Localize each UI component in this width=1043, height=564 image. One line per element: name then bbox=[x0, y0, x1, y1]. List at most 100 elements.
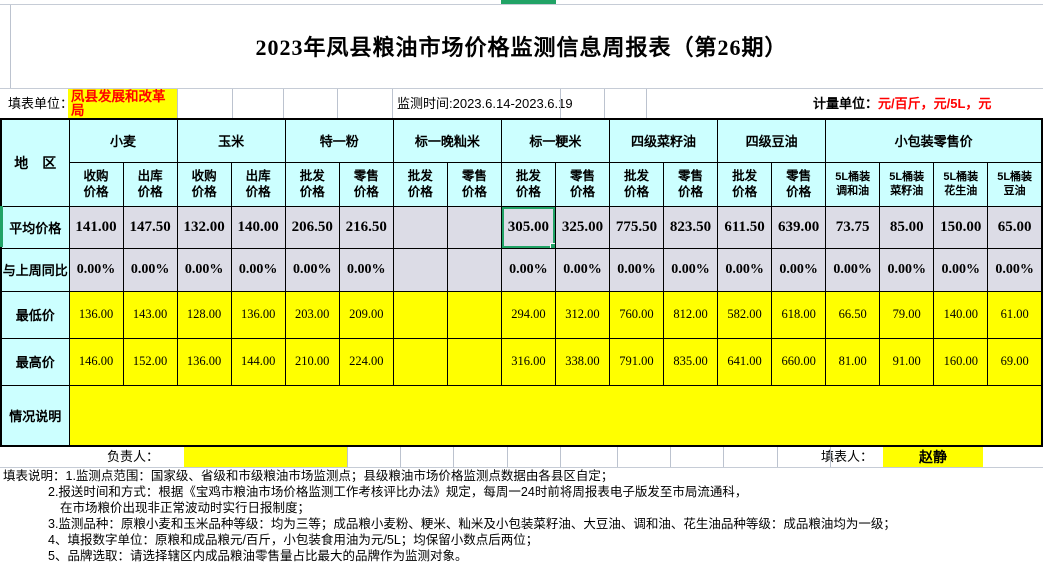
cell-avg-8[interactable] bbox=[446, 205, 502, 249]
cell-avg-11[interactable]: 775.50 bbox=[608, 205, 665, 249]
cell-min-4[interactable]: 136.00 bbox=[230, 290, 286, 339]
cell-max-12[interactable]: 835.00 bbox=[663, 337, 719, 386]
cell-min-3[interactable]: 128.00 bbox=[176, 290, 232, 339]
cell-avg-5[interactable]: 206.50 bbox=[284, 205, 340, 249]
cell-wow-17[interactable]: 0.00% bbox=[933, 247, 989, 292]
cell-avg-16[interactable]: 85.00 bbox=[879, 205, 935, 249]
cell-avg-3[interactable]: 132.00 bbox=[176, 205, 232, 249]
cell-max-7[interactable] bbox=[392, 337, 448, 386]
manager-label: 负责人： bbox=[107, 449, 160, 464]
cell-min-14[interactable]: 618.00 bbox=[771, 290, 827, 339]
form-notes: 填表说明：1.监测点范围：国家级、省级和市级粮油市场监测点；县级粮油市场价格监测… bbox=[3, 468, 1041, 564]
cell-wow-15[interactable]: 0.00% bbox=[825, 247, 881, 292]
cell-wow-11[interactable]: 0.00% bbox=[608, 247, 665, 292]
cell-avg-17[interactable]: 150.00 bbox=[933, 205, 989, 249]
gridline bbox=[10, 5, 11, 88]
measure-unit-label: 计量单位： bbox=[813, 96, 879, 111]
cell-min-11[interactable]: 760.00 bbox=[608, 290, 665, 339]
cell-wow-1[interactable]: 0.00% bbox=[68, 247, 124, 292]
cell-min-7[interactable] bbox=[392, 290, 448, 339]
column-subheader: 零售 价格 bbox=[554, 161, 610, 207]
cell-max-2[interactable]: 152.00 bbox=[122, 337, 178, 386]
cell-avg-1[interactable]: 141.00 bbox=[68, 205, 124, 249]
cell-avg-14[interactable]: 639.00 bbox=[771, 205, 827, 249]
sheet-top-edge bbox=[0, 0, 1043, 5]
cell-max-3[interactable]: 136.00 bbox=[176, 337, 232, 386]
gridline bbox=[347, 447, 348, 467]
filler-name-cell[interactable]: 赵静 bbox=[883, 447, 983, 467]
cell-max-9[interactable]: 316.00 bbox=[500, 337, 556, 386]
gridline bbox=[507, 447, 508, 467]
cell-min-10[interactable]: 312.00 bbox=[554, 290, 610, 339]
cell-min-16[interactable]: 79.00 bbox=[879, 290, 935, 339]
note-line: 5、品牌选取：请选择辖区内成品粮油零售量占比最大的品牌作为监测对象。 bbox=[48, 549, 468, 563]
cell-min-18[interactable]: 61.00 bbox=[987, 290, 1043, 339]
cell-avg-6[interactable]: 216.50 bbox=[338, 205, 394, 249]
cell-wow-16[interactable]: 0.00% bbox=[879, 247, 935, 292]
cell-min-6[interactable]: 209.00 bbox=[338, 290, 394, 339]
measure-unit-value: 元/百斤，元/5L，元 bbox=[878, 96, 992, 111]
cell-wow-10[interactable]: 0.00% bbox=[554, 247, 610, 292]
cell-avg-12[interactable]: 823.50 bbox=[663, 205, 719, 249]
cell-min-2[interactable]: 143.00 bbox=[122, 290, 178, 339]
column-subheader: 出库 价格 bbox=[230, 161, 286, 207]
row-label-avg: 平均价格 bbox=[0, 205, 70, 249]
gridline bbox=[400, 447, 401, 467]
gridline bbox=[283, 89, 284, 119]
cell-max-8[interactable] bbox=[446, 337, 502, 386]
cell-avg-2[interactable]: 147.50 bbox=[122, 205, 178, 249]
cell-min-5[interactable]: 203.00 bbox=[284, 290, 340, 339]
region-header: 地 区 bbox=[0, 118, 70, 207]
form-unit-label: 填表单位： bbox=[8, 96, 74, 111]
report-title: 2023年凤县粮油市场价格监测信息周报表（第26期） bbox=[255, 35, 788, 60]
column-subheader: 5L桶装 调和油 bbox=[825, 161, 881, 207]
cell-max-6[interactable]: 224.00 bbox=[338, 337, 394, 386]
form-unit-value[interactable]: 凤县发展和改革局 bbox=[68, 89, 177, 119]
cell-wow-4[interactable]: 0.00% bbox=[230, 247, 286, 292]
cell-wow-7[interactable] bbox=[392, 247, 448, 292]
cell-wow-8[interactable] bbox=[446, 247, 502, 292]
cell-max-11[interactable]: 791.00 bbox=[608, 337, 665, 386]
cell-wow-6[interactable]: 0.00% bbox=[338, 247, 394, 292]
cell-avg-15[interactable]: 73.75 bbox=[825, 205, 881, 249]
cell-min-12[interactable]: 812.00 bbox=[663, 290, 719, 339]
cell-max-15[interactable]: 81.00 bbox=[825, 337, 881, 386]
cell-max-13[interactable]: 641.00 bbox=[717, 337, 773, 386]
cell-wow-14[interactable]: 0.00% bbox=[771, 247, 827, 292]
cell-max-1[interactable]: 146.00 bbox=[68, 337, 124, 386]
cell-wow-18[interactable]: 0.00% bbox=[987, 247, 1043, 292]
gridline bbox=[232, 89, 233, 119]
cell-max-18[interactable]: 69.00 bbox=[987, 337, 1043, 386]
column-subheader: 5L桶装 菜籽油 bbox=[879, 161, 935, 207]
cell-min-15[interactable]: 66.50 bbox=[825, 290, 881, 339]
cell-wow-5[interactable]: 0.00% bbox=[284, 247, 340, 292]
cell-max-5[interactable]: 210.00 bbox=[284, 337, 340, 386]
cell-min-13[interactable]: 582.00 bbox=[717, 290, 773, 339]
gridline bbox=[617, 447, 618, 467]
cell-avg-10[interactable]: 325.00 bbox=[554, 205, 610, 249]
cell-avg-7[interactable] bbox=[392, 205, 448, 249]
cell-max-16[interactable]: 91.00 bbox=[879, 337, 935, 386]
cell-wow-3[interactable]: 0.00% bbox=[176, 247, 232, 292]
column-group-header: 玉米 bbox=[176, 118, 286, 163]
cell-wow-13[interactable]: 0.00% bbox=[717, 247, 773, 292]
cell-avg-4[interactable]: 140.00 bbox=[230, 205, 286, 249]
cell-min-1[interactable]: 136.00 bbox=[68, 290, 124, 339]
cell-wow-2[interactable]: 0.00% bbox=[122, 247, 178, 292]
cell-max-10[interactable]: 338.00 bbox=[554, 337, 610, 386]
cell-wow-12[interactable]: 0.00% bbox=[663, 247, 719, 292]
cell-max-4[interactable]: 144.00 bbox=[230, 337, 286, 386]
cell-wow-9[interactable]: 0.00% bbox=[500, 247, 556, 292]
cell-max-14[interactable]: 660.00 bbox=[771, 337, 827, 386]
cell-min-9[interactable]: 294.00 bbox=[500, 290, 556, 339]
cell-max-17[interactable]: 160.00 bbox=[933, 337, 989, 386]
cell-avg-13[interactable]: 611.50 bbox=[717, 205, 773, 249]
cell-note[interactable] bbox=[68, 384, 1043, 447]
cell-avg-18[interactable]: 65.00 bbox=[987, 205, 1043, 249]
cell-min-17[interactable]: 140.00 bbox=[933, 290, 989, 339]
cell-min-8[interactable] bbox=[446, 290, 502, 339]
measure-unit: 计量单位：元/百斤，元/5L，元 bbox=[813, 89, 991, 119]
gridline bbox=[453, 447, 454, 467]
manager-name-cell[interactable] bbox=[184, 447, 347, 467]
cell-avg-9[interactable]: 305.00 bbox=[500, 205, 556, 249]
